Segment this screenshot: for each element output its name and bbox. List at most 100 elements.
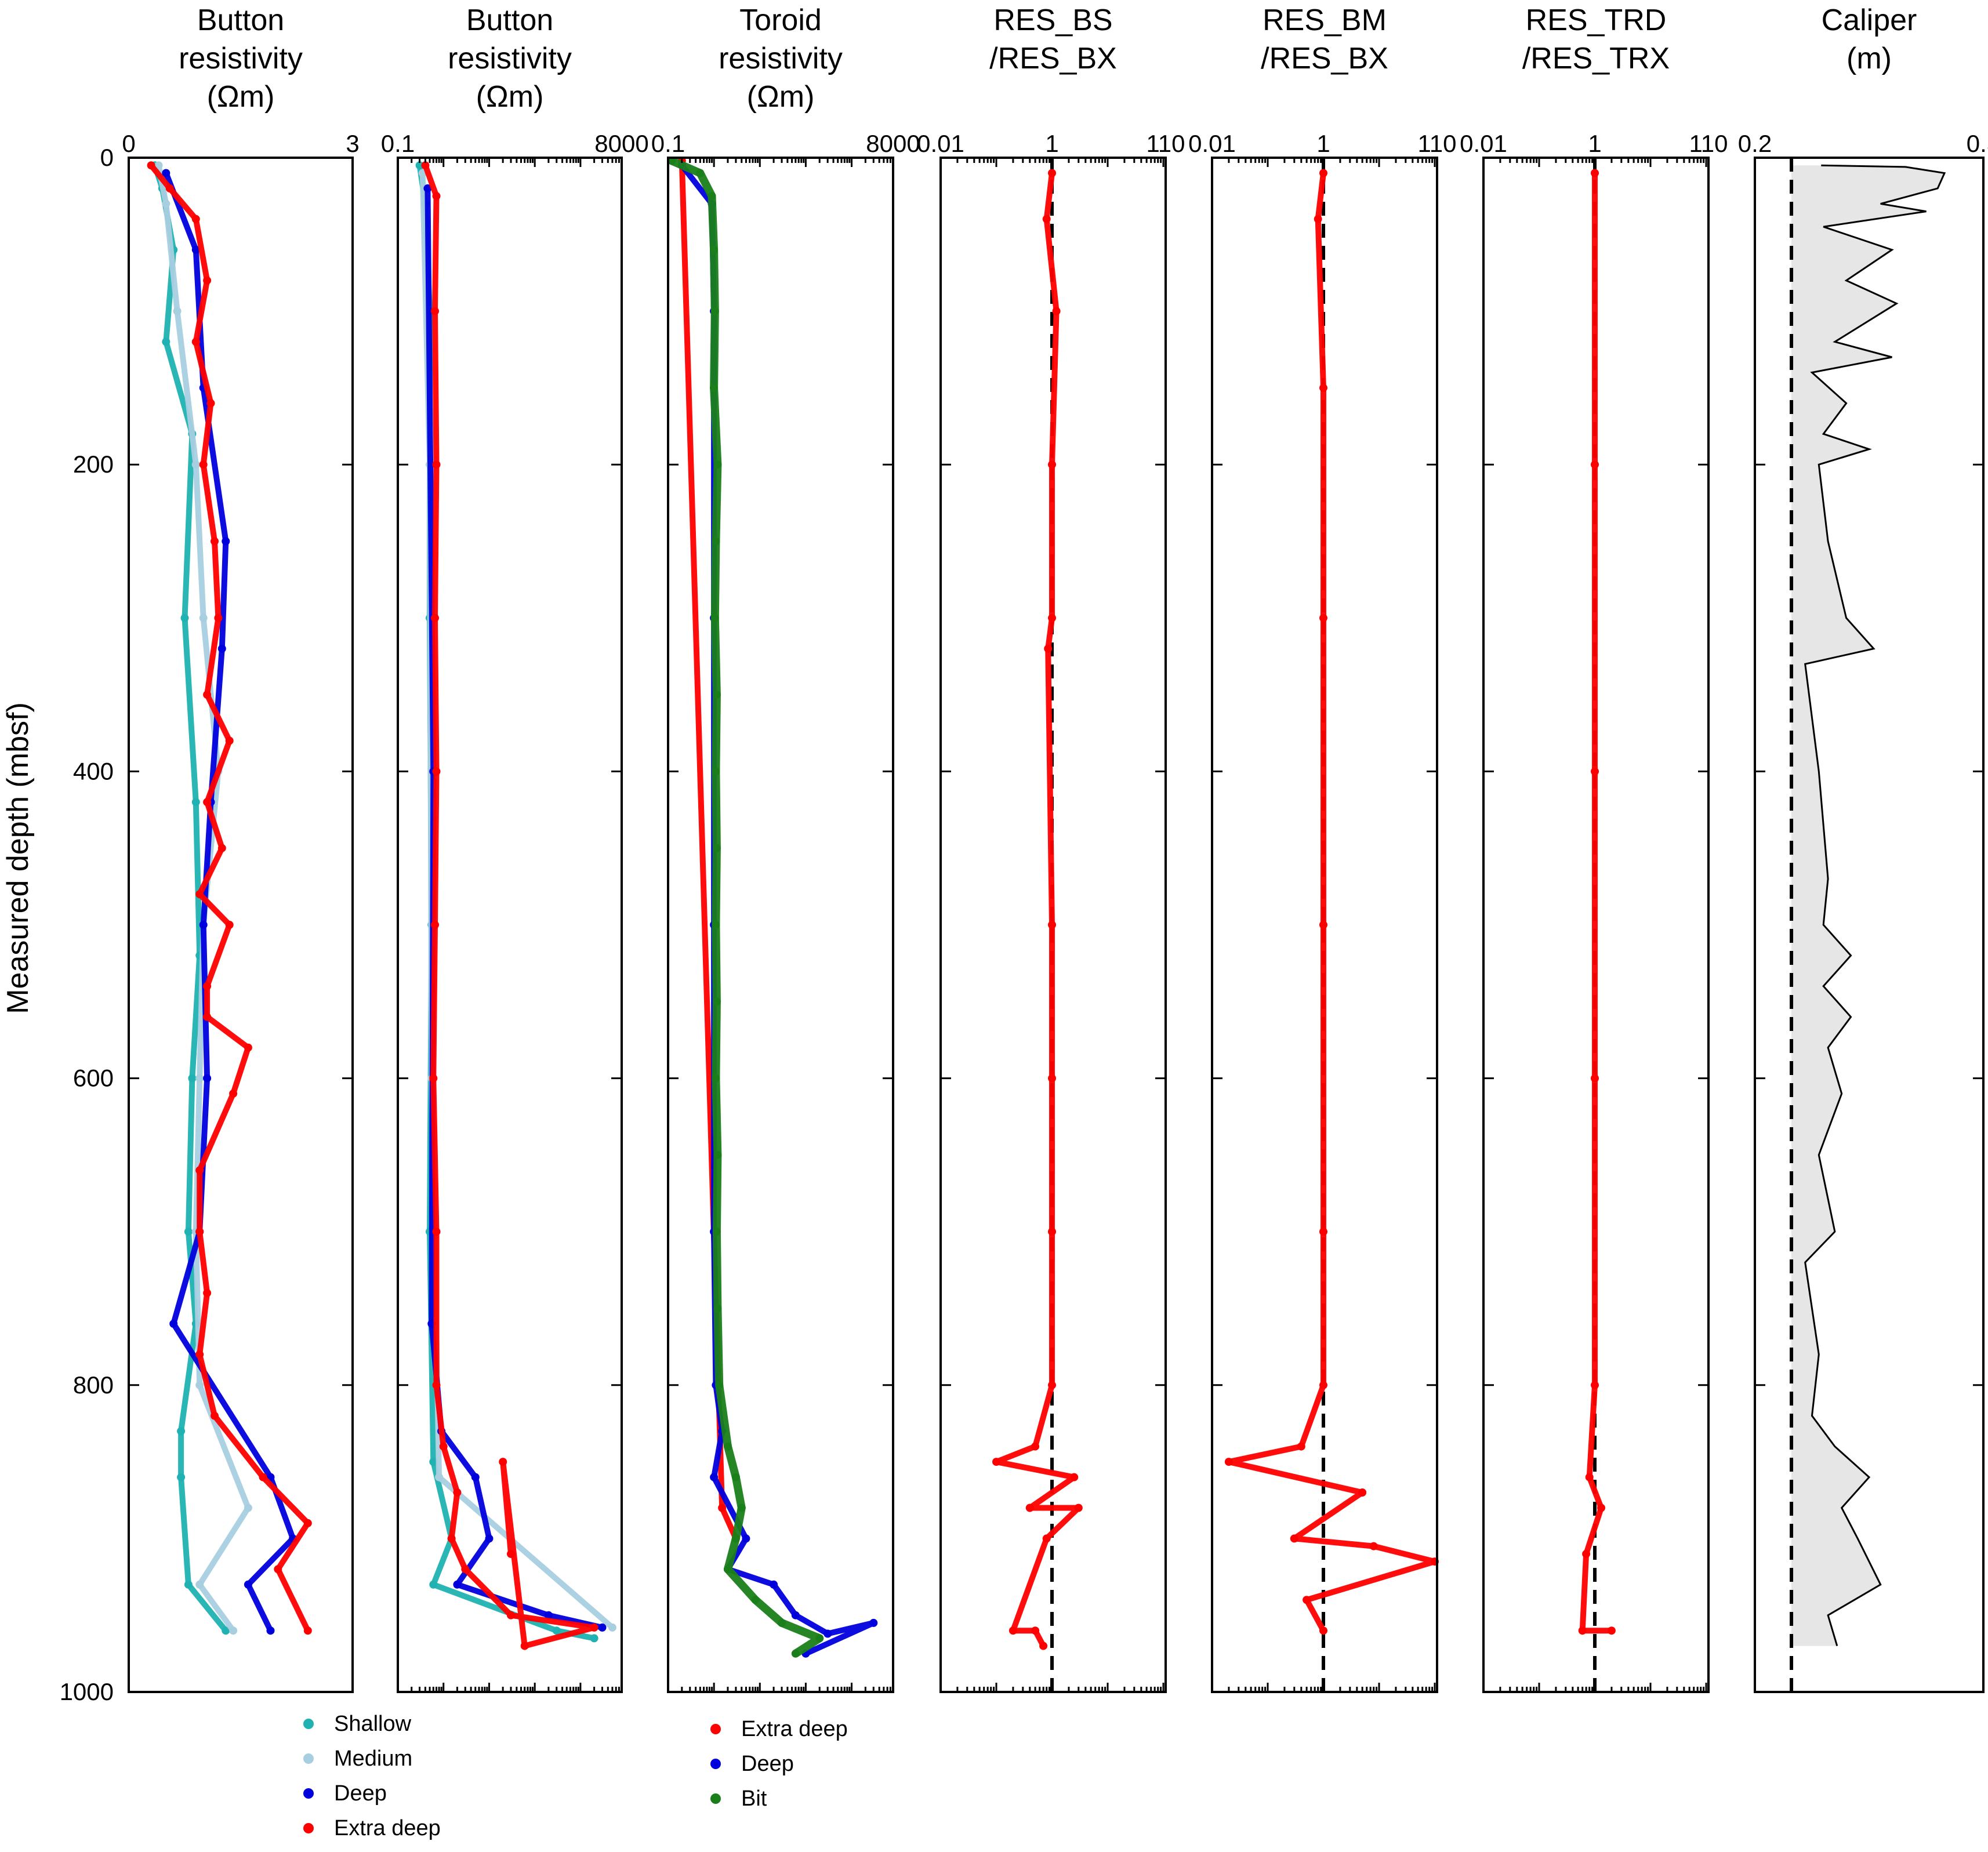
data-point (1591, 460, 1599, 469)
y-tick-label: 800 (73, 1371, 114, 1399)
data-point (608, 1623, 616, 1632)
data-point (485, 1534, 494, 1543)
data-point (712, 1228, 721, 1236)
data-point (507, 1611, 515, 1619)
data-point (712, 691, 721, 699)
data-point (731, 1473, 740, 1481)
track-title: resistivity (448, 42, 572, 75)
data-point (1042, 1534, 1051, 1543)
track-frame (939, 157, 1167, 1693)
data-point (199, 921, 208, 929)
data-point (712, 921, 720, 929)
data-point (184, 1228, 193, 1236)
data-point (217, 844, 226, 852)
data-point (1358, 1488, 1367, 1497)
data-point (203, 1012, 212, 1021)
data-point (191, 245, 200, 254)
data-point (815, 1634, 824, 1643)
track-title: RES_TRD (1526, 3, 1667, 37)
data-point (229, 1626, 238, 1635)
y-axis-ticks: 0 200 400 600 800 1000 (60, 144, 114, 1705)
x-tick-label: 1 (1588, 130, 1601, 157)
series-trace (993, 172, 1082, 1647)
data-point (1585, 1473, 1594, 1481)
x-tick-label: 110 (1418, 130, 1457, 157)
data-point (710, 383, 719, 392)
data-point (214, 613, 223, 622)
data-point (1031, 1626, 1040, 1635)
series-line (1804, 164, 1946, 1647)
data-point (1597, 1504, 1605, 1512)
data-point (431, 307, 439, 315)
x-tick-label: 0.01 (917, 130, 964, 157)
track-1: Button resistivity (Ωm) 0 3 (122, 3, 360, 1693)
series-trace (679, 161, 739, 1540)
track-title: RES_BM (1263, 3, 1387, 37)
data-point (1031, 1442, 1040, 1451)
data-point (244, 1504, 252, 1512)
data-point (199, 613, 208, 622)
data-point (471, 1473, 480, 1481)
data-point (203, 691, 212, 699)
data-point (791, 1649, 800, 1658)
track-title: /RES_BX (989, 42, 1117, 75)
x-tick-label: 0.01 (1460, 130, 1507, 157)
legend-label: Medium (334, 1746, 412, 1771)
data-point (195, 1228, 204, 1236)
data-point (824, 1629, 832, 1638)
data-point (432, 1381, 441, 1389)
data-point (713, 1304, 722, 1313)
data-point (1290, 1534, 1298, 1543)
x-tick-label: 0.1 (651, 130, 685, 157)
data-point (266, 1626, 275, 1635)
series-trace (422, 164, 597, 1649)
legend-marker (303, 1753, 314, 1764)
track-2: Button resistivity (Ωm) 0.1 8000 (381, 3, 649, 1693)
data-point (203, 982, 212, 990)
track-frame (667, 157, 894, 1693)
data-point (195, 1166, 204, 1175)
data-point (710, 307, 719, 315)
track-title: Caliper (1822, 3, 1917, 37)
data-point (303, 1626, 312, 1635)
data-point (1607, 1626, 1616, 1635)
x-tick-label: 1 (1316, 130, 1330, 157)
data-point (696, 169, 705, 177)
data-point (432, 192, 441, 201)
data-point (1319, 383, 1327, 392)
data-point (1048, 169, 1056, 177)
series-trace (1579, 173, 1612, 1634)
data-point (203, 1289, 212, 1297)
data-point (191, 215, 200, 223)
x-tick-label: 110 (1689, 130, 1728, 157)
data-point (229, 1090, 238, 1098)
track-frame (1211, 157, 1438, 1693)
data-point (429, 1458, 438, 1466)
data-point (770, 1580, 778, 1589)
series-trace (148, 164, 311, 1632)
legends: Shallow Medium Deep Extra deep Extra deep Dee… (303, 1712, 848, 1840)
data-point (590, 1634, 598, 1643)
data-point (177, 1427, 186, 1436)
data-point (244, 1043, 252, 1052)
legend-marker (710, 1793, 721, 1804)
data-point (1048, 613, 1056, 622)
data-point (713, 1150, 722, 1159)
data-point (423, 184, 432, 193)
series-trace (416, 165, 595, 1642)
track-frame (397, 157, 623, 1693)
track-title: Toroid (739, 3, 822, 37)
track-6: RES_TRD/RES_TRX 0.01 1 110 (1460, 3, 1728, 1693)
track-title: Button (466, 3, 553, 37)
data-point (195, 1580, 204, 1589)
data-point (1048, 1074, 1056, 1083)
data-point (1039, 1642, 1048, 1650)
data-point (453, 1488, 462, 1497)
data-point (191, 460, 200, 469)
data-point (552, 1626, 561, 1635)
data-point (1591, 1381, 1599, 1389)
data-point (225, 736, 234, 745)
legend-marker (303, 1788, 314, 1799)
data-point (712, 1074, 720, 1083)
